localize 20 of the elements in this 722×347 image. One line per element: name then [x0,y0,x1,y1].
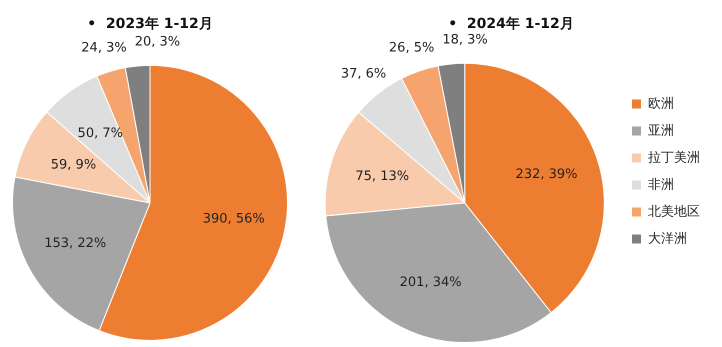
data-label: 24, 3% [81,40,127,56]
legend-label: 非洲 [648,177,674,192]
chart-title: • 2024年 1-12月 [448,16,574,32]
legend-label: 大洋洲 [648,231,687,246]
data-label: 50, 7% [78,126,123,142]
data-label: 201, 34% [400,274,462,290]
legend-label: 拉丁美洲 [648,149,700,166]
data-label: 153, 22% [44,236,106,252]
legend-label: 欧洲 [648,96,674,112]
data-label: 18, 3% [442,32,488,48]
chart-title: • 2023年 1-12月 [87,16,213,32]
data-label: 20, 3% [134,34,180,50]
data-label: 59, 9% [50,158,96,173]
data-label: 37, 6% [340,66,386,82]
legend-label: 北美地区 [648,203,700,220]
data-label: 232, 39% [516,166,578,182]
legend-label: 亚洲 [648,123,674,138]
data-label: 75, 13% [355,169,410,184]
data-label: 26, 5% [388,40,434,56]
data-label: 390, 56% [202,211,265,226]
